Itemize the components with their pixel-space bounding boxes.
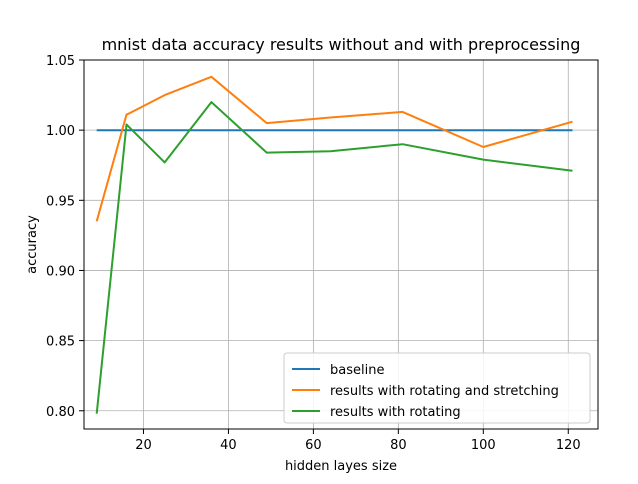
x-axis-label: hidden layes size	[285, 459, 397, 474]
legend-label: results with rotating	[330, 405, 461, 420]
series-line-2	[95, 75, 573, 222]
y-tick-label: 0.80	[46, 405, 75, 420]
x-tick-label: 80	[390, 438, 407, 453]
x-tick-label: 40	[220, 438, 237, 453]
y-axis-label: accuracy	[25, 215, 40, 274]
series-line-3	[95, 101, 573, 414]
x-axis-ticks: 20 40 60 80 100 120	[135, 429, 581, 453]
legend-label: results with rotating and stretching	[330, 384, 559, 399]
y-tick-label: 0.95	[46, 194, 75, 209]
legend-label: baseline	[330, 363, 384, 378]
y-tick-label: 0.85	[46, 335, 75, 350]
series-lines	[95, 75, 573, 414]
x-tick-label: 120	[556, 438, 581, 453]
y-axis-ticks: 0.80 0.85 0.90 0.95 1.00 1.05	[46, 54, 84, 420]
y-tick-label: 1.05	[46, 54, 75, 69]
x-tick-label: 100	[471, 438, 496, 453]
y-tick-label: 0.90	[46, 264, 75, 279]
chart-title: mnist data accuracy results without and …	[102, 35, 581, 54]
x-tick-label: 60	[305, 438, 322, 453]
legend-box	[283, 352, 591, 424]
legend: baseline results with rotating and stretc…	[283, 352, 591, 424]
y-tick-label: 1.00	[46, 124, 75, 139]
plot-frame	[83, 59, 599, 430]
x-tick-label: 20	[135, 438, 152, 453]
